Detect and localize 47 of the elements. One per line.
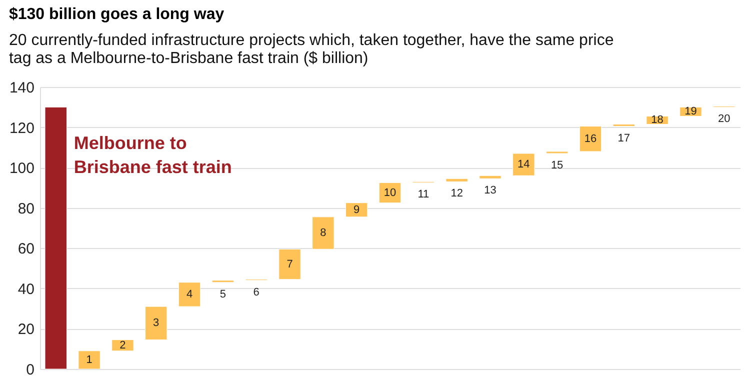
- y-tick-label: 40: [18, 280, 34, 298]
- x-tick-label: 12: [450, 188, 463, 200]
- text: 20 currently-funded infrastructure projects which, taken together, have the same price: [8, 32, 614, 49]
- bar: [446, 178, 468, 182]
- y-tick-label: 120: [9, 120, 34, 137]
- x-tick-label: 20: [718, 113, 730, 126]
- x-tick-label: 2: [120, 339, 126, 352]
- bar: [78, 350, 100, 370]
- x-tick-label: 4: [186, 288, 193, 300]
- x-tick-label: 3: [153, 317, 160, 330]
- x-tick-label: 17: [618, 132, 630, 144]
- x-tick-label: 10: [384, 186, 396, 199]
- bar: [512, 153, 535, 176]
- x-tick-label: 15: [550, 159, 564, 172]
- chart-title: $130 billion goes a long way: [8, 6, 224, 23]
- bar: [579, 126, 602, 152]
- x-tick-label: 11: [418, 188, 430, 201]
- annotation: Melbourne to Brisbane fast train: [74, 133, 232, 178]
- bar: [145, 306, 168, 340]
- bar: [612, 124, 635, 127]
- text: tag as a Melbourne-to-Brisbane fast train ($ billion): [8, 50, 368, 67]
- x-tick-label: 14: [518, 158, 530, 171]
- bar: [44, 106, 67, 370]
- y-tick-label: 0: [26, 362, 34, 378]
- x-tick-label: 9: [354, 204, 360, 216]
- y-tick-label: 80: [18, 200, 34, 218]
- y-tick-label: 100: [9, 160, 34, 178]
- y-tick-label: 60: [18, 240, 34, 258]
- y-tick-label: 20: [18, 321, 34, 338]
- x-tick-label: 7: [286, 258, 293, 270]
- x-tick-label: 6: [253, 286, 260, 298]
- bar: [112, 340, 134, 352]
- bar: [312, 216, 334, 250]
- x-tick-label: 5: [220, 288, 226, 300]
- x-tick-label: 18: [651, 114, 664, 126]
- bar: [212, 280, 234, 283]
- x-tick-label: 8: [320, 227, 326, 240]
- x-tick-label: 13: [484, 184, 496, 197]
- bar: [345, 202, 368, 218]
- y-tick-label: 140: [9, 80, 34, 96]
- x-tick-label: 1: [86, 354, 92, 366]
- bar: [278, 248, 301, 280]
- x-tick-label: 19: [684, 106, 697, 118]
- bar: [479, 175, 502, 179]
- bar: [546, 151, 568, 154]
- x-tick-label: 16: [584, 132, 597, 145]
- bar: [178, 282, 201, 307]
